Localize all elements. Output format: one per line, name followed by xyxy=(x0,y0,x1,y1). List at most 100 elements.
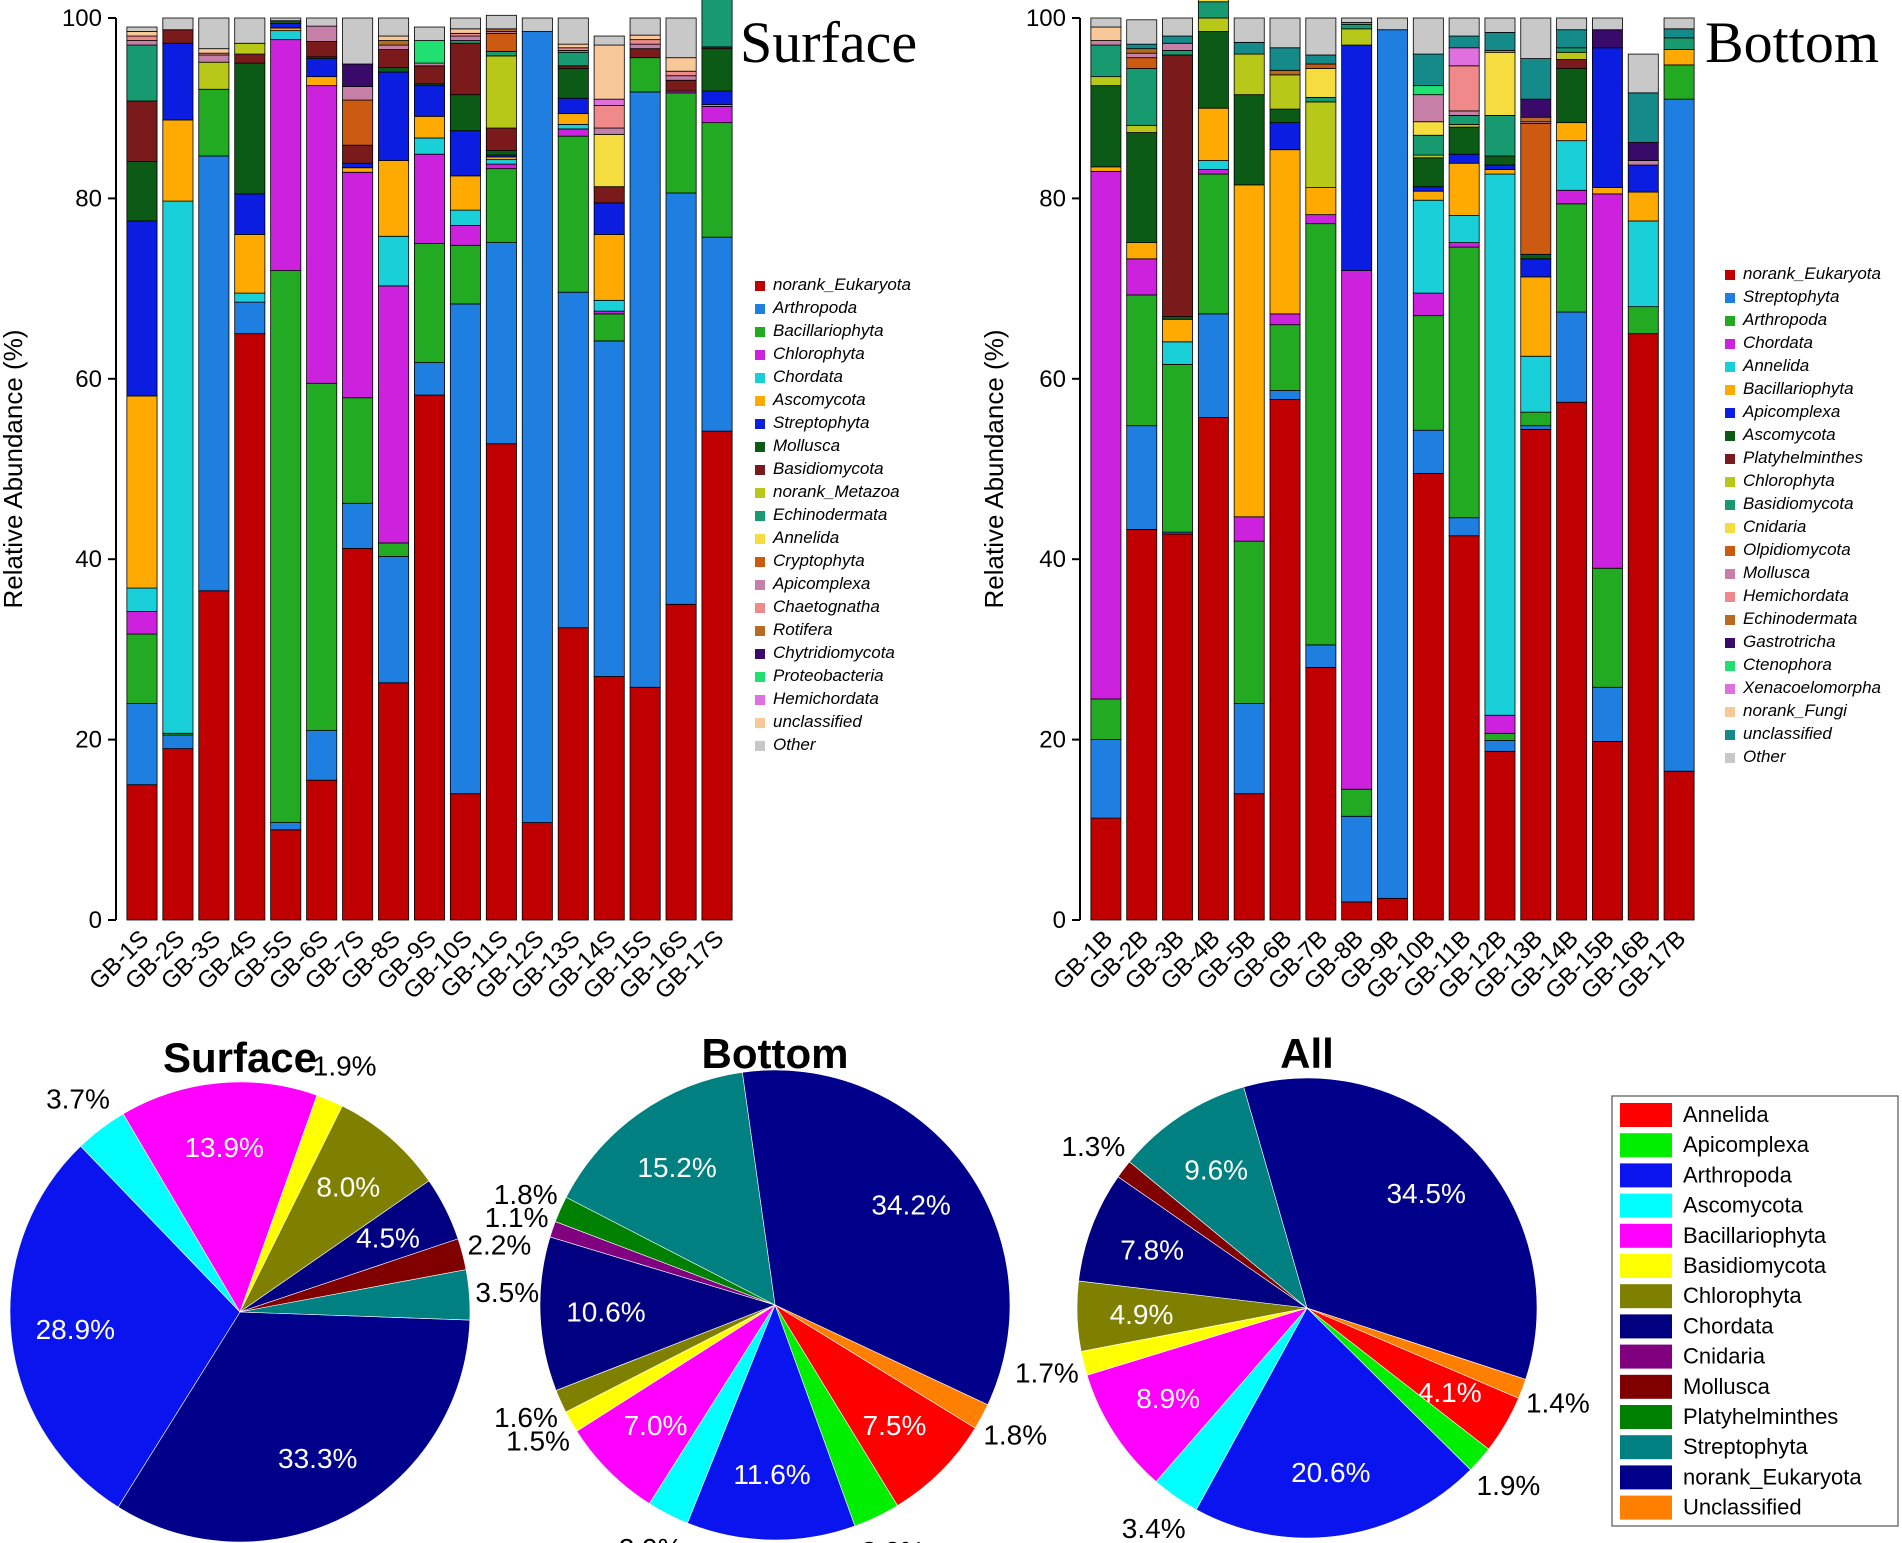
pie-label-ascomycota: 3.7% xyxy=(46,1083,110,1114)
bar-segment-bacillariophyta xyxy=(1197,107,1229,161)
bar-segment-arthropoda xyxy=(1556,203,1588,313)
bar-segment-olpidiomycota xyxy=(1520,123,1552,255)
bar-segment-ascomycota xyxy=(1520,253,1552,260)
bar-segment-arthropoda xyxy=(1269,324,1301,391)
bar-segment-other xyxy=(414,26,445,41)
bar-segment-basidiomycota xyxy=(1663,37,1695,50)
bar-segment-apicomplexa xyxy=(1448,153,1480,164)
bar-segment-annelida xyxy=(1520,355,1552,413)
legend-label-arthropoda: Arthropoda xyxy=(1742,310,1827,329)
legend-swatch-ascomycota xyxy=(1725,431,1735,441)
pie-label-chlorophyta: 1.6% xyxy=(494,1402,558,1433)
bar-segment-other xyxy=(1305,17,1337,56)
bar-segment-basidiomycota xyxy=(1556,47,1588,53)
bar-segment-unclassified xyxy=(198,48,230,54)
bar-segment-arthropoda xyxy=(521,31,553,823)
pie-legend-label-streptophyta: Streptophyta xyxy=(1683,1434,1809,1459)
bar-segment-other xyxy=(485,14,517,30)
bar-segment-apicomplexa xyxy=(665,75,697,81)
bar-segment-ascomycota xyxy=(414,115,445,139)
bar-segment-chordata xyxy=(1126,258,1158,296)
pie-legend-label-chordata: Chordata xyxy=(1683,1313,1774,1338)
bar-segment-other xyxy=(593,35,625,46)
bar-segment-ctenophora xyxy=(1412,85,1444,96)
bar-segment-bacillariophyta xyxy=(1162,318,1194,343)
bar-segment-streptophyta xyxy=(414,85,445,117)
y-tick-label: 0 xyxy=(1053,907,1066,934)
bar-segment-chordata xyxy=(1233,516,1265,542)
pie-label-apicomplexa: 3.2% xyxy=(861,1536,925,1543)
bar-segment-bacillariophyta xyxy=(701,122,733,238)
bar-segment-ascomycota xyxy=(126,395,158,589)
bar-segment-chordata xyxy=(1484,714,1516,734)
bar-segment-cnidaria xyxy=(1197,0,1229,3)
bar-segment-other xyxy=(1377,17,1408,31)
bar-segment-chlorophyta xyxy=(1126,124,1158,133)
pie-label-streptophyta: 9.6% xyxy=(1184,1155,1248,1186)
legend-swatch-chordata xyxy=(1725,339,1735,349)
bar-segment-norank-eukaryota xyxy=(629,686,661,921)
legend-label-arthropoda: Arthropoda xyxy=(772,298,857,317)
bar-segment-proteobacteria xyxy=(414,40,445,64)
bar-segment-norank-eukaryota xyxy=(701,430,733,921)
bar-segment-basidiomycota xyxy=(234,53,266,64)
bar-segment-basidiomycota xyxy=(485,127,517,151)
bar-segment-norank-eukaryota xyxy=(162,748,194,921)
bar-segment-chaetognatha xyxy=(629,39,661,45)
legend-label-annelida: Annelida xyxy=(1742,356,1809,375)
pie-slice-chlorophyta xyxy=(239,1105,430,1313)
bar-segment-mollusca xyxy=(449,94,481,132)
bar-segment-other xyxy=(1591,17,1623,31)
bar-segment-annelida xyxy=(1162,341,1194,365)
bar-segment-apicomplexa xyxy=(378,44,410,50)
legend-swatch-norank-eukaryota xyxy=(755,281,765,291)
bar-segment-streptophyta xyxy=(378,71,410,161)
legend-label-chlorophyta: Chlorophyta xyxy=(1743,471,1835,490)
pie-label-bacillariophyta: 13.9% xyxy=(184,1132,263,1163)
bar-segment-streptophyta xyxy=(1556,311,1588,403)
legend-swatch-echinodermata xyxy=(755,511,765,521)
legend-swatch-ascomycota xyxy=(755,396,765,406)
bar-segment-bacillariophyta xyxy=(1305,187,1337,216)
bar-segment-apicomplexa xyxy=(1591,47,1623,188)
bar-segment-arthropoda xyxy=(1627,306,1659,335)
pie-label-unclassified: 1.8% xyxy=(983,1420,1047,1451)
bar-segment-annelida xyxy=(1627,220,1659,308)
legend-label-streptophyta: Streptophyta xyxy=(1743,287,1839,306)
bar-segment-mollusca xyxy=(378,67,410,73)
bar-segment-other xyxy=(1162,17,1194,37)
legend-swatch-proteobacteria xyxy=(755,672,765,682)
bar-segment-bacillariophyta xyxy=(1484,169,1516,175)
pie-legend-swatch-basidiomycota xyxy=(1620,1254,1672,1278)
bar-segment-arthropoda xyxy=(1412,315,1444,431)
legend-swatch-other xyxy=(755,741,765,751)
pie-slice-bacillariophyta xyxy=(1086,1307,1308,1483)
legend-swatch-xenacoelomorpha xyxy=(1725,684,1735,694)
y-tick-label: 100 xyxy=(62,5,102,32)
bar-segment-norank-eukaryota xyxy=(1556,401,1588,921)
bar-segment-chlorophyta xyxy=(1090,76,1122,87)
bar-segment-bacillariophyta xyxy=(342,397,374,504)
bar-segment-streptophyta xyxy=(557,97,589,115)
bar-segment-chaetognatha xyxy=(665,70,697,77)
bar-segment-chlorophyta xyxy=(378,285,410,544)
legend-swatch-chordata xyxy=(755,373,765,383)
bar-segment-bacillariophyta xyxy=(1663,49,1695,66)
pie-legend-label-norank-eukaryota: norank_Eukaryota xyxy=(1683,1464,1862,1489)
bar-segment-chordata xyxy=(270,30,302,41)
bar-segment-bacillariophyta xyxy=(1591,187,1623,195)
bar-segment-mollusca xyxy=(1412,94,1444,123)
legend-swatch-annelida xyxy=(755,534,765,544)
all-pie-chart: All34.5%1.4%4.1%1.9%20.6%3.4%8.9%1.7%4.9… xyxy=(1015,1030,1590,1543)
bar-segment-other xyxy=(449,17,481,30)
surface-pie-chart: Surface 33.3% 28.9% 3.7% 13.9% 1.9% 8.0% 4.5% 2.… xyxy=(9,1034,539,1543)
legend-swatch-chaetognatha xyxy=(755,603,765,613)
legend-label-cnidaria: Cnidaria xyxy=(1743,517,1806,536)
pie-legend-label-unclassified: Unclassified xyxy=(1683,1495,1802,1520)
bar-segment-annelida xyxy=(1197,160,1229,170)
y-tick-label: 100 xyxy=(1026,5,1066,32)
bar-segment-bacillariophyta xyxy=(378,542,410,557)
bar-segment-chlorophyta xyxy=(1233,53,1265,96)
legend-swatch-platyhelminthes xyxy=(1725,454,1735,464)
legend-label-ascomycota: Ascomycota xyxy=(772,390,866,409)
